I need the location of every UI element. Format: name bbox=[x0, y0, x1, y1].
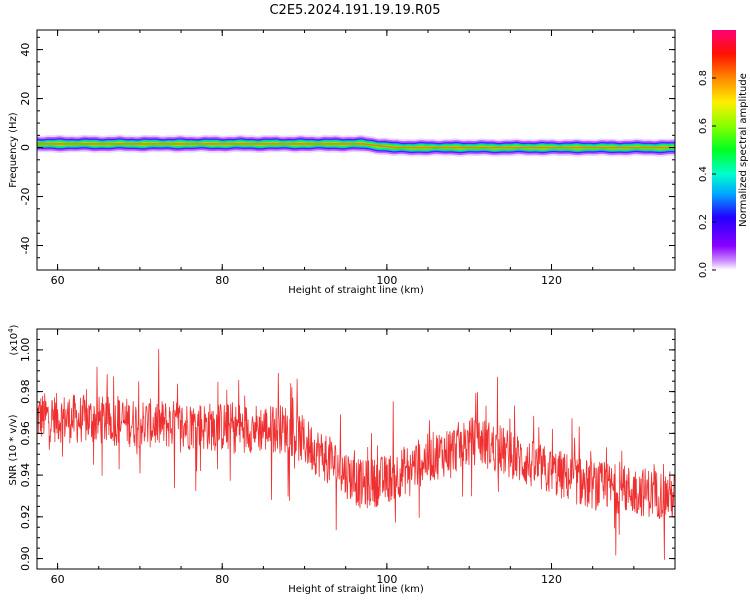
y-tick-label: -40 bbox=[19, 237, 32, 255]
y-tick-label: 0.92 bbox=[19, 505, 32, 530]
snr-axes: 60 80 100 120 0.90 0.92 0.94 0.96 0.98 1.00 bbox=[19, 328, 676, 586]
spectrogram-axes: 60 80 100 120 40 20 0 -20 -40 bbox=[19, 29, 676, 287]
colorbar: 0.0 0.2 0.4 0.6 0.8 Normalized spectral ampl… bbox=[698, 30, 749, 278]
x-tick-label: 80 bbox=[215, 274, 229, 287]
y-tick-label: 0.98 bbox=[19, 379, 32, 404]
colorbar-gradient bbox=[712, 30, 736, 270]
band-peak bbox=[37, 143, 675, 149]
snr-scale-base: (x10 bbox=[9, 333, 20, 356]
y-tick-label: 0.96 bbox=[19, 421, 32, 446]
snr-scale-exponent: 4 bbox=[7, 328, 15, 333]
colorbar-ticks: 0.0 0.2 0.4 0.6 0.8 bbox=[698, 70, 716, 278]
y-tick-label: 20 bbox=[19, 92, 32, 106]
snr-ylabel: SNR (10 * v/v) bbox=[8, 414, 19, 485]
figure-title: C2E5.2024.191.19.19.R05 bbox=[269, 3, 440, 18]
snr-xlabel: Height of straight line (km) bbox=[288, 584, 424, 595]
snr-series-line bbox=[37, 348, 675, 560]
spectrogram-plot-area bbox=[37, 134, 675, 157]
colorbar-tick-label: 0.0 bbox=[698, 262, 709, 278]
x-tick-label: 120 bbox=[541, 573, 562, 586]
colorbar-tick-label: 0.8 bbox=[698, 70, 709, 86]
svg-text:(x104): (x104) bbox=[7, 324, 20, 355]
y-tick-label: 1.00 bbox=[19, 338, 32, 363]
colorbar-tick-label: 0.6 bbox=[698, 118, 709, 134]
spectrogram-xlabel: Height of straight line (km) bbox=[288, 285, 424, 296]
colorbar-tick-label: 0.4 bbox=[698, 166, 709, 182]
plot-frame bbox=[36, 29, 676, 271]
y-tick-label: -20 bbox=[19, 188, 32, 206]
spectrogram-panel: 60 80 100 120 40 20 0 -20 -40 Height of straight… bbox=[8, 29, 676, 296]
spectrogram-ylabel: Frequency (Hz) bbox=[8, 112, 19, 188]
y-tick-label: 40 bbox=[19, 43, 32, 57]
x-tick-label: 120 bbox=[541, 274, 562, 287]
plot-frame bbox=[36, 328, 676, 570]
x-tick-label: 100 bbox=[376, 274, 397, 287]
snr-panel: 60 80 100 120 0.90 0.92 0.94 0.96 0.98 1.00 Heigh… bbox=[7, 324, 676, 595]
colorbar-tick-label: 0.2 bbox=[698, 214, 709, 230]
snr-scale-label: (x104) bbox=[7, 324, 20, 355]
y-tick-label: 0 bbox=[19, 144, 32, 151]
snr-plot-area bbox=[37, 348, 675, 560]
x-tick-label: 60 bbox=[51, 274, 65, 287]
y-tick-label: 0.94 bbox=[19, 463, 32, 488]
x-tick-label: 80 bbox=[215, 573, 229, 586]
x-tick-label: 60 bbox=[51, 573, 65, 586]
colorbar-label: Normalized spectral amplitude bbox=[738, 73, 749, 227]
x-tick-label: 100 bbox=[376, 573, 397, 586]
y-tick-label: 0.90 bbox=[19, 546, 32, 571]
